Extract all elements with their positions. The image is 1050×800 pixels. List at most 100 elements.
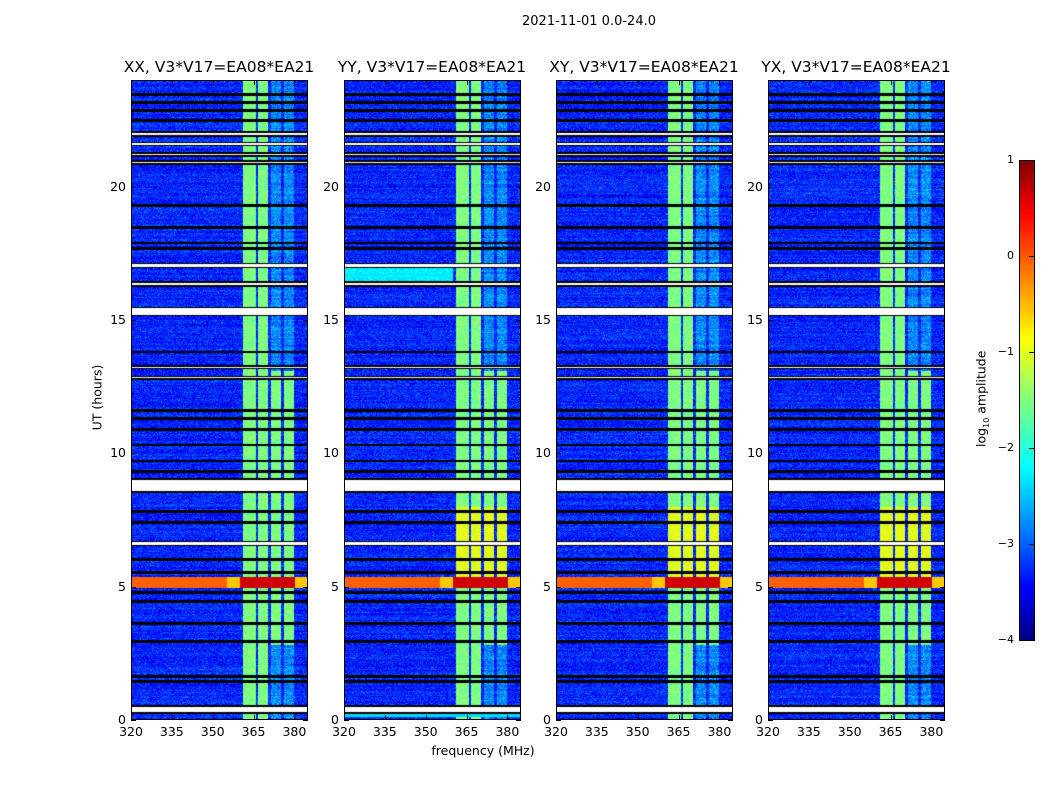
colorbar-tick-label: −4 bbox=[997, 633, 1014, 646]
x-tick-mark bbox=[294, 715, 296, 720]
y-tick-mark bbox=[344, 320, 349, 321]
y-tick-mark bbox=[768, 320, 773, 321]
panel-title: YX, V3*V17=EA08*EA21 bbox=[761, 58, 951, 76]
y-axis-label: UT (hours) bbox=[89, 364, 105, 431]
y-tick-label: 5 bbox=[331, 578, 339, 594]
y-tick-label: 10 bbox=[535, 445, 551, 461]
colorbar-tick-label: 1 bbox=[1007, 153, 1014, 166]
colorbar-label-tail: amplitude bbox=[973, 350, 989, 418]
x-tick-mark bbox=[466, 80, 468, 85]
x-tick-mark bbox=[212, 715, 214, 720]
x-tick-label: 350 bbox=[625, 724, 650, 739]
y-tick-mark bbox=[768, 186, 773, 188]
x-tick-mark bbox=[507, 715, 509, 720]
y-tick-label: 10 bbox=[323, 445, 339, 461]
spectrogram-panel bbox=[556, 80, 733, 720]
x-tick-mark bbox=[556, 80, 557, 85]
x-tick-mark bbox=[466, 715, 468, 720]
colorbar-tick-mark bbox=[1029, 640, 1034, 641]
y-tick-label: 0 bbox=[118, 712, 126, 727]
colorbar-tick-label: −1 bbox=[997, 345, 1014, 358]
x-tick-mark bbox=[212, 80, 214, 85]
x-tick-label: 380 bbox=[282, 724, 307, 739]
colorbar-tick-mark bbox=[1029, 256, 1034, 257]
x-tick-label: 320 bbox=[119, 724, 143, 739]
x-tick-mark bbox=[253, 715, 255, 720]
y-tick-mark bbox=[344, 586, 349, 588]
x-tick-mark bbox=[344, 715, 345, 720]
x-tick-mark bbox=[719, 80, 721, 85]
spectrogram-panel bbox=[344, 80, 521, 720]
y-tick-mark bbox=[768, 720, 773, 721]
y-tick-mark bbox=[728, 453, 733, 455]
y-tick-mark bbox=[728, 586, 733, 588]
colorbar-tick-mark bbox=[1029, 352, 1034, 353]
x-tick-mark bbox=[849, 715, 851, 720]
x-tick-label: 350 bbox=[413, 724, 438, 739]
panel-title: XX, V3*V17=EA08*EA21 bbox=[123, 58, 315, 76]
spectrogram-panel bbox=[131, 80, 308, 720]
y-tick-mark bbox=[131, 720, 136, 721]
figure-title: 2021-11-01 0.0-24.0 bbox=[522, 14, 656, 29]
y-tick-label: 20 bbox=[110, 178, 126, 194]
y-tick-mark bbox=[131, 586, 136, 588]
x-tick-mark bbox=[849, 80, 851, 85]
y-tick-mark bbox=[131, 453, 136, 455]
y-tick-mark bbox=[516, 186, 521, 188]
y-tick-mark bbox=[556, 453, 561, 455]
x-tick-label: 320 bbox=[332, 724, 356, 739]
x-tick-mark bbox=[678, 80, 680, 85]
y-tick-mark bbox=[728, 720, 733, 721]
y-tick-label: 20 bbox=[323, 178, 339, 194]
colorbar-tick-mark bbox=[1029, 160, 1034, 161]
colorbar-tick-label: −2 bbox=[997, 441, 1014, 454]
y-tick-label: 10 bbox=[110, 445, 126, 461]
y-tick-mark bbox=[940, 320, 945, 321]
colorbar-tick-mark bbox=[1029, 448, 1034, 449]
x-tick-mark bbox=[294, 80, 296, 85]
spectrogram-panel bbox=[768, 80, 945, 720]
colorbar-tick-label: −3 bbox=[997, 537, 1014, 550]
spectrogram-heatmap bbox=[769, 81, 944, 719]
x-tick-mark bbox=[384, 715, 386, 720]
x-tick-mark bbox=[384, 80, 386, 85]
x-tick-label: 320 bbox=[756, 724, 780, 739]
y-tick-mark bbox=[344, 186, 349, 188]
y-tick-label: 10 bbox=[747, 445, 763, 461]
y-tick-mark bbox=[303, 186, 308, 188]
y-tick-label: 15 bbox=[323, 312, 339, 327]
x-tick-mark bbox=[768, 715, 769, 720]
x-tick-mark bbox=[425, 715, 427, 720]
colorbar-label-sub: 10 bbox=[981, 417, 991, 428]
x-tick-mark bbox=[596, 80, 598, 85]
y-tick-mark bbox=[516, 720, 521, 721]
y-tick-label: 20 bbox=[747, 178, 763, 194]
x-tick-label: 335 bbox=[159, 724, 184, 739]
y-tick-mark bbox=[728, 320, 733, 321]
y-tick-label: 15 bbox=[535, 312, 551, 327]
x-tick-mark bbox=[131, 80, 132, 85]
y-tick-label: 15 bbox=[110, 312, 126, 327]
x-tick-mark bbox=[131, 715, 132, 720]
x-tick-label: 335 bbox=[584, 724, 609, 739]
x-tick-label: 350 bbox=[200, 724, 225, 739]
x-tick-mark bbox=[931, 715, 933, 720]
y-tick-mark bbox=[303, 586, 308, 588]
panel-title: YY, V3*V17=EA08*EA21 bbox=[337, 58, 527, 76]
x-tick-label: 380 bbox=[707, 724, 732, 739]
x-axis-label: frequency (MHz) bbox=[431, 743, 535, 758]
x-tick-label: 365 bbox=[666, 724, 691, 739]
y-tick-mark bbox=[131, 320, 136, 321]
spectrogram-heatmap bbox=[345, 81, 520, 719]
x-tick-mark bbox=[637, 715, 639, 720]
y-tick-mark bbox=[940, 586, 945, 588]
x-tick-label: 380 bbox=[919, 724, 944, 739]
x-tick-mark bbox=[890, 80, 892, 85]
y-tick-mark bbox=[303, 320, 308, 321]
y-tick-label: 15 bbox=[747, 312, 763, 327]
spectrogram-heatmap bbox=[557, 81, 732, 719]
x-tick-mark bbox=[768, 80, 769, 85]
x-tick-mark bbox=[171, 80, 173, 85]
x-tick-mark bbox=[931, 80, 933, 85]
